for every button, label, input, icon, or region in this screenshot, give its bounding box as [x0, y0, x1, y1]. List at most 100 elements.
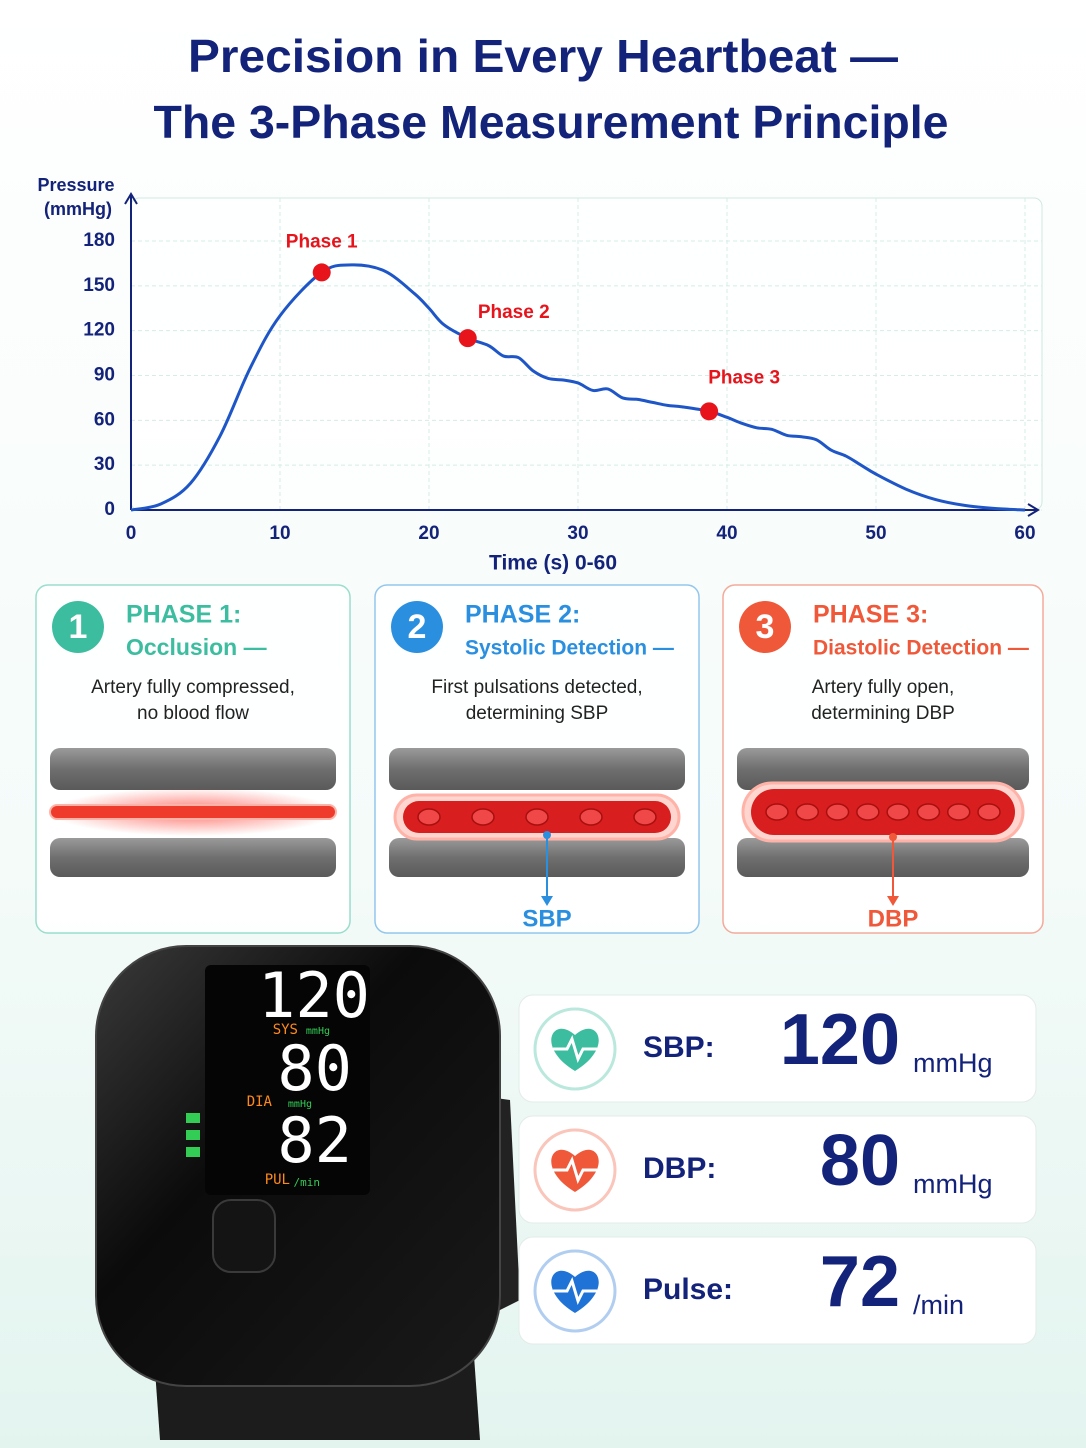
phase-description: determining SBP [466, 703, 609, 724]
blood-cell [946, 803, 971, 821]
reading-value: 80 [820, 1121, 900, 1201]
blood-cell [856, 803, 880, 821]
phase-marker [458, 329, 477, 348]
x-tick-label: 20 [418, 523, 439, 544]
display-unit: mmHg [306, 1026, 330, 1037]
cuff [737, 838, 1029, 877]
artery-lumen [751, 789, 1015, 835]
phase-number: 3 [756, 608, 775, 646]
display [205, 965, 370, 1195]
indicator [186, 1147, 200, 1157]
reading-unit: /min [913, 1290, 964, 1320]
reading-unit: mmHg [913, 1048, 993, 1078]
phase-number: 2 [408, 608, 427, 646]
blood-cell [825, 803, 850, 821]
x-tick-label: 10 [269, 523, 290, 544]
phase-number: 1 [69, 608, 88, 646]
marker-dot [889, 833, 897, 841]
title-line: Precision in Every Heartbeat — [188, 30, 898, 82]
pulse-icon [553, 1034, 597, 1064]
phase-marker-label: SBP [522, 905, 571, 932]
display-pul: 82 [277, 1104, 352, 1177]
x-tick-label: 0 [126, 523, 137, 544]
y-tick-label: 60 [94, 409, 115, 430]
y-axis-label: Pressure [37, 175, 114, 195]
phase-marker-label: DBP [868, 905, 919, 932]
blood-cell [471, 808, 495, 826]
display-label: DIA [247, 1094, 273, 1110]
phase-badge [391, 601, 443, 653]
button [212, 1199, 276, 1273]
phase-subtitle: Occlusion — [126, 634, 267, 660]
pulse-icon [553, 1155, 597, 1185]
y-tick-label: 90 [94, 365, 115, 386]
reading-unit: mmHg [913, 1169, 993, 1199]
y-tick-label: 120 [83, 320, 115, 341]
display-label: SYS [273, 1022, 298, 1038]
phase-marker [700, 402, 719, 421]
y-tick-label: 0 [104, 499, 115, 520]
reading-card [518, 994, 1037, 1103]
phase-description: determining DBP [811, 703, 955, 724]
annotation: Phase 1 [286, 231, 358, 252]
blood-cell [765, 803, 789, 821]
reading-value: 120 [780, 1000, 900, 1080]
display-label: PUL [265, 1172, 290, 1188]
cuff [50, 838, 336, 877]
grid [130, 198, 1042, 511]
reading-value: 72 [820, 1242, 900, 1322]
cuff [737, 748, 1029, 790]
phase-subtitle: Systolic Detection — [465, 637, 674, 660]
blood-cell [633, 808, 657, 826]
blood-cell [886, 803, 910, 821]
display-unit: /min [294, 1176, 321, 1189]
display-dia: 80 [277, 1032, 352, 1105]
reading-card [518, 1236, 1037, 1345]
phase-description: Artery fully compressed, [91, 677, 295, 698]
x-tick-label: 50 [865, 523, 886, 544]
blood-cell [525, 808, 549, 826]
marker-dot [543, 831, 551, 839]
title-line: The 3-Phase Measurement Principle [154, 96, 949, 148]
cuff [50, 748, 336, 790]
marker-arrow [541, 896, 553, 906]
x-axis-label: Time (s) 0-60 [489, 552, 617, 575]
x-tick-label: 30 [567, 523, 588, 544]
plot-area [130, 197, 1043, 511]
annotation: Phase 2 [478, 302, 550, 323]
phase-badge [739, 601, 791, 653]
display-unit: mmHg [288, 1099, 312, 1110]
phase-marker [312, 263, 331, 282]
x-tick-label: 40 [716, 523, 737, 544]
phase-title: PHASE 2: [465, 601, 580, 629]
axis-arrow [124, 192, 138, 205]
indicator [186, 1130, 200, 1140]
display-sys: 120 [258, 959, 370, 1032]
annotation: Phase 3 [708, 367, 780, 388]
reading-card [518, 1115, 1037, 1224]
phase-description: Artery fully open, [812, 677, 955, 698]
axis-arrow [1027, 503, 1040, 517]
indicator [186, 1113, 200, 1123]
phase-title: PHASE 1: [126, 601, 241, 629]
cuff [389, 748, 685, 790]
reading-label: DBP: [643, 1152, 716, 1185]
blood-cell [579, 808, 603, 826]
y-tick-label: 150 [83, 275, 115, 296]
pressure-line [130, 263, 1026, 512]
y-tick-label: 180 [83, 230, 115, 251]
blood-cell [417, 808, 441, 826]
phase-title: PHASE 3: [813, 601, 928, 629]
blood-cell [795, 803, 820, 821]
reading-label: SBP: [643, 1031, 715, 1064]
phase-description: First pulsations detected, [431, 677, 642, 698]
blood-cell [977, 803, 1001, 821]
cuff [389, 838, 685, 877]
reading-label: Pulse: [643, 1273, 733, 1306]
pulse-icon [553, 1276, 597, 1306]
artery [49, 804, 337, 820]
x-tick-label: 60 [1014, 523, 1035, 544]
